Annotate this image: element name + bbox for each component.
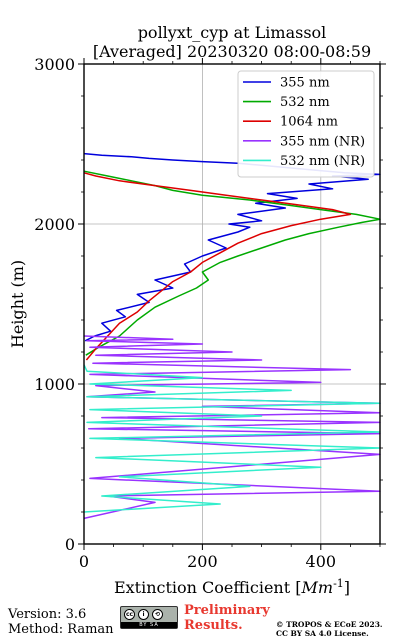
x-tick-label: 400 <box>306 552 337 571</box>
preliminary-line1: Preliminary <box>184 603 270 618</box>
x-axis-unit-exponent: -1 <box>333 577 344 590</box>
attribution-icon: i <box>138 608 149 620</box>
axis-ticks: 0 200 400 0 1000 2000 3000 <box>34 55 386 571</box>
method-text: Method: Raman <box>8 622 114 637</box>
x-tick-label: 0 <box>79 552 89 571</box>
copyright-line1: © TROPOS & ECoE 2023. <box>276 620 383 629</box>
cc-license-badge: cc i ⟲ BY SA <box>120 606 178 629</box>
y-tick-label: 1000 <box>34 375 75 394</box>
legend-box <box>237 70 375 178</box>
chart-title-line2: [Averaged] 20230320 08:00-08:59 <box>93 42 371 61</box>
x-axis-unit: Mm <box>301 578 334 597</box>
series-line-2 <box>83 172 352 361</box>
series-line-4 <box>83 364 381 513</box>
x-axis-label: Extinction Coefficient [Mm-1] <box>114 577 350 597</box>
legend: 355 nm 532 nm 1064 nm 355 nm (NR) 532 nm (NR… <box>237 70 375 178</box>
legend-label-1: 532 nm <box>280 95 330 110</box>
preliminary-line2: Results. <box>184 618 243 633</box>
cc-icon: cc <box>124 608 135 620</box>
version-text: Version: 3.6 <box>8 607 87 622</box>
series-lines <box>83 152 381 520</box>
chart-title-line1: pollyxt_cyp at Limassol <box>138 23 327 42</box>
copyright-line2: CC BY SA 4.0 License. <box>276 629 369 638</box>
y-tick-label: 0 <box>65 535 75 554</box>
legend-label-4: 532 nm (NR) <box>280 154 365 169</box>
y-axis-label: Height (m) <box>8 260 27 348</box>
copyright-notice: © TROPOS & ECoE 2023. CC BY SA 4.0 Licen… <box>276 620 383 638</box>
x-tick-label: 200 <box>187 552 218 571</box>
x-axis-label-close: ] <box>344 578 350 597</box>
series-line-1 <box>83 170 381 356</box>
legend-label-2: 1064 nm <box>280 115 338 130</box>
y-tick-label: 2000 <box>34 215 75 234</box>
y-tick-label: 3000 <box>34 55 75 74</box>
cc-badge-text: BY SA <box>121 622 177 628</box>
share-alike-icon: ⟲ <box>152 608 163 620</box>
legend-label-0: 355 nm <box>280 76 330 91</box>
preliminary-results-label: Preliminary Results. <box>184 603 270 633</box>
legend-label-3: 355 nm (NR) <box>280 134 365 149</box>
